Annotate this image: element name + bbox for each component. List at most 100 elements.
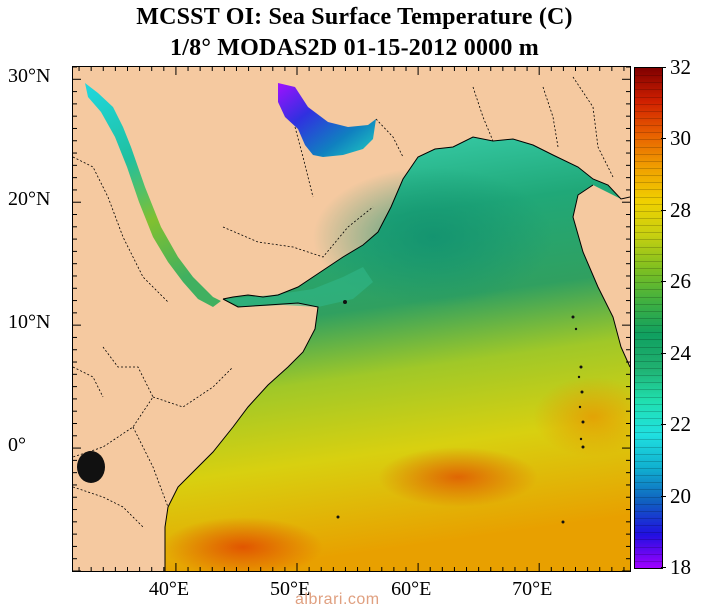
colorbar-band-line: [635, 553, 662, 555]
map-subtitle: 1/8° MODAS2D 01-15-2012 0000 m: [170, 35, 539, 61]
latitude-label: 20°N: [8, 188, 51, 211]
colorbar-band-line: [635, 260, 662, 262]
latitude-label: 0°: [8, 434, 26, 457]
colorbar-band-line: [635, 375, 662, 377]
colorbar-band-line: [635, 353, 662, 355]
colorbar-band-line: [635, 282, 662, 284]
colorbar-band-line: [635, 75, 662, 77]
colorbar-band-line: [635, 89, 662, 91]
colorbar-band-line: [635, 118, 662, 119]
islands: [336, 300, 585, 524]
colorbar-band-line: [635, 175, 662, 177]
colorbar-band-line: [635, 318, 662, 319]
colorbar-band-line: [635, 425, 662, 427]
colorbar-band-line: [635, 525, 662, 527]
india-landmass: [573, 67, 630, 367]
longitude-label: 70°E: [512, 578, 553, 600]
colorbar-band-line: [635, 246, 662, 248]
colorbar-tick-label: 26: [670, 269, 691, 294]
lake-victoria: [77, 451, 105, 483]
colorbar-tick: [661, 281, 666, 283]
colorbar-band-line: [635, 446, 662, 448]
cool-core: [313, 167, 553, 307]
colorbar-band-line: [635, 468, 662, 469]
colorbar-band-line: [635, 189, 662, 191]
colorbar-tick: [661, 138, 666, 140]
colorbar-band-line: [635, 460, 662, 462]
colorbar-tick-label: 20: [670, 483, 691, 508]
colorbar-band-line: [635, 182, 662, 184]
warm-patch-east: [378, 447, 538, 507]
colorbar-tick-label: 24: [670, 340, 691, 365]
persian-gulf: [278, 83, 376, 157]
colorbar-tick: [661, 495, 666, 497]
latitude-label: 30°N: [8, 65, 51, 88]
colorbar-band-line: [635, 453, 662, 455]
colorbar-band-line: [635, 289, 662, 291]
country-borders: [73, 76, 614, 528]
sst-map: [72, 66, 631, 572]
red-sea: [85, 83, 221, 307]
colorbar-band-line: [635, 560, 662, 562]
colorbar-band-line: [635, 539, 662, 541]
colorbar-band-line: [635, 496, 662, 498]
colorbar-band-line: [635, 418, 662, 419]
colorbar-band-line: [635, 546, 662, 548]
latitude-label: 10°N: [8, 311, 51, 334]
colorbar-band-line: [635, 310, 662, 312]
colorbar-band-line: [635, 403, 662, 405]
colorbar-band-line: [635, 303, 662, 305]
colorbar-band-line: [635, 510, 662, 512]
colorbar-band-line: [635, 239, 662, 241]
colorbar-band-line: [635, 532, 662, 534]
colorbar-band-line: [635, 389, 662, 391]
map-title: MCSST OI: Sea Surface Temperature (C): [136, 4, 573, 30]
colorbar-band-line: [635, 196, 662, 198]
colorbar-band-line: [635, 168, 662, 169]
colorbar-band-line: [635, 132, 662, 134]
colorbar-band-line: [635, 139, 662, 141]
colorbar-band-line: [635, 296, 662, 298]
colorbar-band-line: [635, 110, 662, 112]
watermark: albrari.com: [295, 591, 380, 608]
colorbar-tick-label: 18: [670, 555, 691, 579]
colorbar-band-line: [635, 439, 662, 441]
colorbar-band-line: [635, 382, 662, 384]
colorbar-band-line: [635, 125, 662, 127]
colorbar-tick: [661, 209, 666, 211]
colorbar-band-line: [635, 153, 662, 155]
colorbar-band-line: [635, 410, 662, 412]
colorbar-tick-label: 22: [670, 412, 691, 437]
colorbar-band-line: [635, 103, 662, 105]
colorbar-band-line: [635, 482, 662, 484]
colorbar-tick: [661, 67, 666, 68]
colorbar-band-line: [635, 210, 662, 212]
colorbar-band-line: [635, 232, 662, 234]
colorbar-band-line: [635, 332, 662, 334]
colorbar-band-line: [635, 160, 662, 162]
longitude-label: 50°E: [270, 578, 311, 600]
colorbar-band-line: [635, 368, 662, 369]
colorbar-band-line: [635, 346, 662, 348]
colorbar-band-line: [635, 518, 662, 519]
colorbar-band-line: [635, 503, 662, 505]
colorbar-band-line: [635, 96, 662, 98]
colorbar-band-line: [635, 275, 662, 277]
colorbar-band-line: [635, 325, 662, 327]
longitude-label: 60°E: [391, 578, 432, 600]
colorbar-band-line: [635, 268, 662, 269]
colorbar-band-line: [635, 339, 662, 341]
colorbar-tick-label: 28: [670, 197, 691, 222]
longitude-label: 40°E: [148, 578, 190, 600]
colorbar-band-line: [635, 475, 662, 477]
colorbar-band-line: [635, 146, 662, 148]
colorbar-band-line: [635, 218, 662, 219]
temperature-colorbar: [634, 67, 663, 569]
colorbar-tick: [661, 567, 666, 568]
coastlines: [164, 136, 630, 571]
colorbar-band-line: [635, 396, 662, 398]
sst-map-canvas: [73, 67, 630, 571]
colorbar-band-line: [635, 225, 662, 227]
colorbar-band-line: [635, 253, 662, 255]
colorbar-band-line: [635, 432, 662, 434]
